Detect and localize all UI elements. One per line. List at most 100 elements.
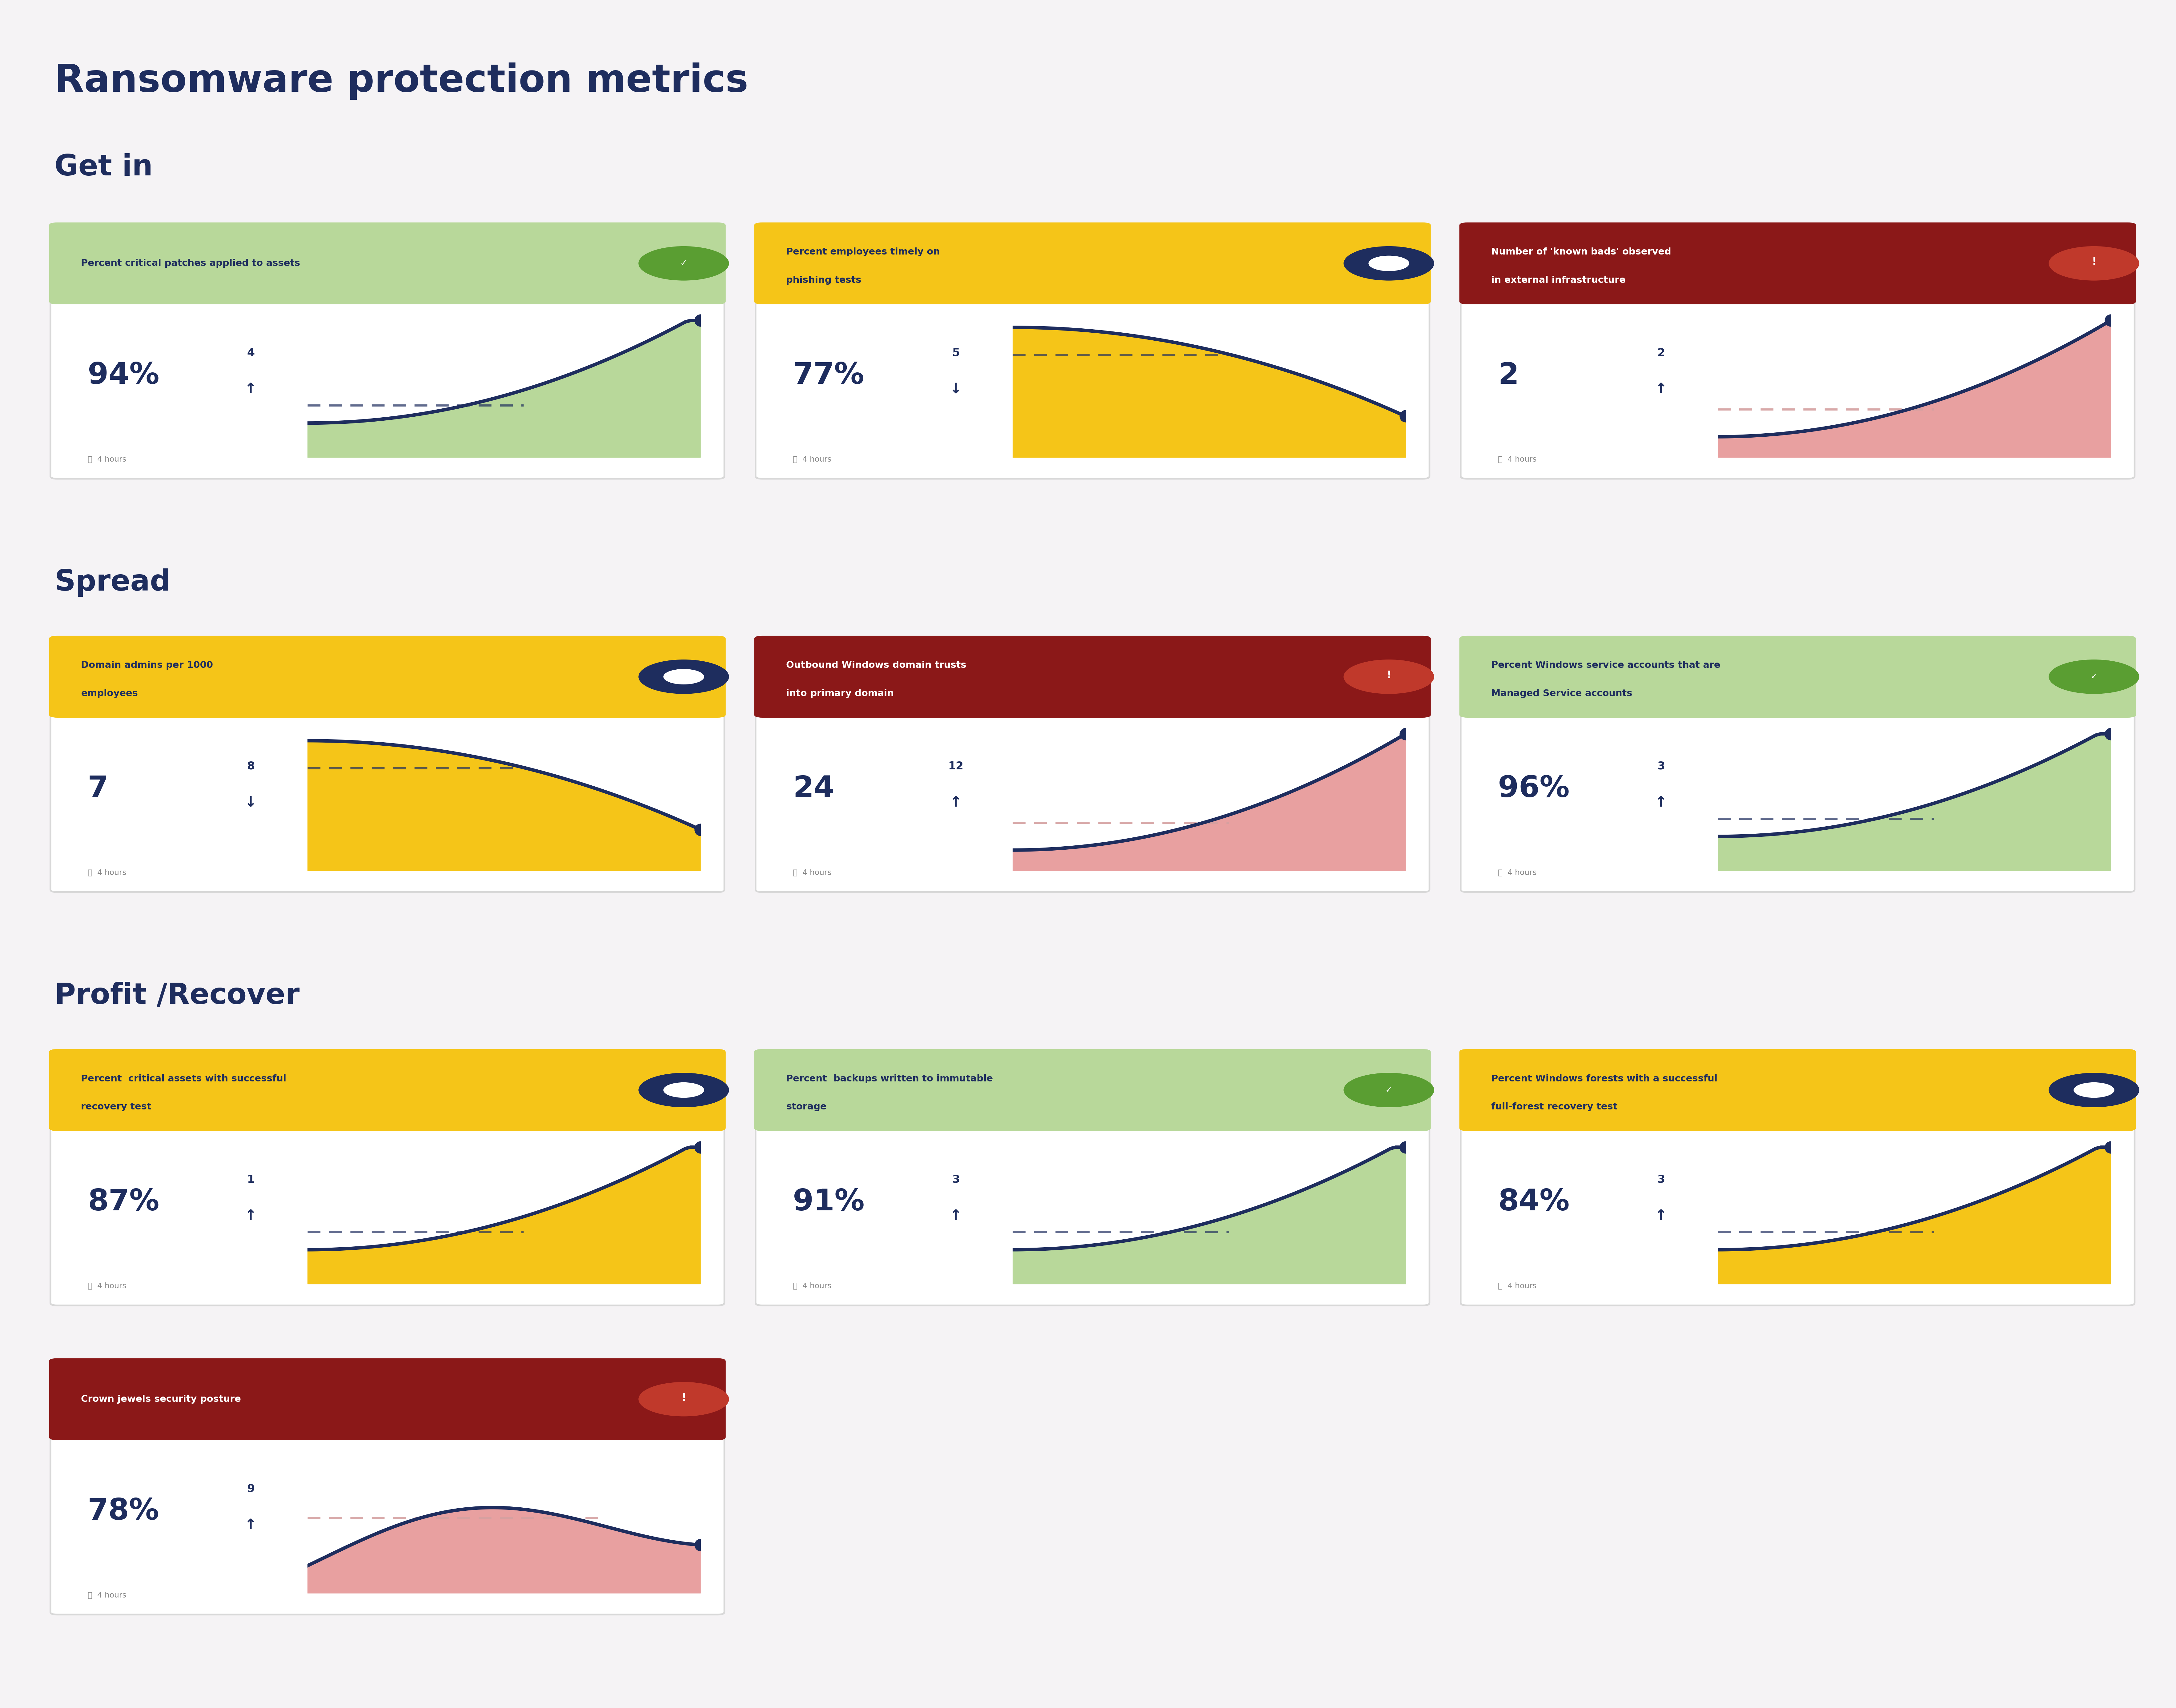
Text: Get in: Get in bbox=[54, 154, 152, 181]
Text: ⏱  4 hours: ⏱ 4 hours bbox=[1497, 456, 1536, 463]
Bar bbox=[762, 1098, 1423, 1127]
Text: Number of 'known bads' observed: Number of 'known bads' observed bbox=[1491, 248, 1671, 256]
Text: Percent critical patches applied to assets: Percent critical patches applied to asse… bbox=[81, 260, 300, 268]
Text: 87%: 87% bbox=[87, 1189, 159, 1216]
Text: ↑: ↑ bbox=[949, 796, 962, 810]
Text: 96%: 96% bbox=[1497, 775, 1569, 803]
Text: !: ! bbox=[1386, 670, 1390, 680]
Text: 24: 24 bbox=[792, 775, 833, 803]
Text: phishing tests: phishing tests bbox=[786, 275, 862, 285]
Bar bbox=[1467, 1098, 2128, 1127]
Text: !: ! bbox=[2091, 256, 2095, 266]
Text: ↓: ↓ bbox=[949, 383, 962, 396]
FancyBboxPatch shape bbox=[755, 635, 1430, 717]
Text: in external infrastructure: in external infrastructure bbox=[1491, 275, 1625, 285]
Text: ↑: ↑ bbox=[244, 1518, 257, 1532]
Text: ↓: ↓ bbox=[244, 796, 257, 810]
Text: ⏱  4 hours: ⏱ 4 hours bbox=[1497, 1283, 1536, 1290]
Text: ⏱  4 hours: ⏱ 4 hours bbox=[87, 1283, 126, 1290]
Text: Crown jewels security posture: Crown jewels security posture bbox=[81, 1395, 242, 1404]
Circle shape bbox=[1343, 659, 1434, 693]
FancyBboxPatch shape bbox=[1460, 635, 2135, 717]
FancyBboxPatch shape bbox=[1460, 1049, 2135, 1131]
Bar bbox=[1467, 272, 2128, 301]
Circle shape bbox=[638, 659, 729, 693]
Text: 9: 9 bbox=[246, 1484, 255, 1494]
FancyBboxPatch shape bbox=[50, 225, 725, 478]
Text: Percent Windows forests with a successful: Percent Windows forests with a successfu… bbox=[1491, 1074, 1717, 1083]
Text: 12: 12 bbox=[949, 762, 964, 772]
Text: ↑: ↑ bbox=[1654, 796, 1667, 810]
Text: 1: 1 bbox=[246, 1175, 255, 1185]
Bar bbox=[57, 272, 718, 301]
FancyBboxPatch shape bbox=[50, 1358, 725, 1440]
Text: ✓: ✓ bbox=[1386, 1086, 1393, 1095]
Text: ↑: ↑ bbox=[1654, 1209, 1667, 1223]
Bar bbox=[1467, 685, 2128, 714]
Text: ✓: ✓ bbox=[2091, 673, 2098, 681]
FancyBboxPatch shape bbox=[755, 1049, 1430, 1131]
Text: Percent Windows service accounts that are: Percent Windows service accounts that ar… bbox=[1491, 661, 1721, 670]
Circle shape bbox=[638, 1382, 729, 1416]
FancyBboxPatch shape bbox=[50, 222, 725, 304]
Text: Profit /Recover: Profit /Recover bbox=[54, 982, 300, 1009]
Bar bbox=[57, 1407, 718, 1436]
Circle shape bbox=[638, 246, 729, 280]
Text: Domain admins per 1000: Domain admins per 1000 bbox=[81, 661, 213, 670]
Text: ⏱  4 hours: ⏱ 4 hours bbox=[87, 869, 126, 876]
Text: 7: 7 bbox=[87, 775, 109, 803]
Text: ⏱  4 hours: ⏱ 4 hours bbox=[792, 869, 831, 876]
Circle shape bbox=[2048, 246, 2139, 280]
Text: Ransomware protection metrics: Ransomware protection metrics bbox=[54, 63, 749, 99]
Text: 77%: 77% bbox=[792, 362, 864, 389]
Text: 2: 2 bbox=[1497, 362, 1519, 389]
Circle shape bbox=[1343, 246, 1434, 280]
FancyBboxPatch shape bbox=[755, 225, 1430, 478]
Circle shape bbox=[638, 1073, 729, 1107]
Text: ↑: ↑ bbox=[949, 1209, 962, 1223]
Bar bbox=[762, 272, 1423, 301]
Text: into primary domain: into primary domain bbox=[786, 688, 894, 699]
FancyBboxPatch shape bbox=[50, 1049, 725, 1131]
Text: ⏱  4 hours: ⏱ 4 hours bbox=[792, 456, 831, 463]
Text: 78%: 78% bbox=[87, 1498, 159, 1525]
FancyBboxPatch shape bbox=[755, 639, 1430, 892]
Text: Managed Service accounts: Managed Service accounts bbox=[1491, 688, 1632, 699]
Text: 2: 2 bbox=[1656, 348, 1665, 359]
Bar bbox=[57, 1098, 718, 1127]
FancyBboxPatch shape bbox=[1460, 1052, 2135, 1305]
Text: 4: 4 bbox=[246, 348, 255, 359]
Text: !: ! bbox=[681, 1392, 685, 1402]
Text: ↑: ↑ bbox=[1654, 383, 1667, 396]
Text: ⏱  4 hours: ⏱ 4 hours bbox=[1497, 869, 1536, 876]
Text: 3: 3 bbox=[1656, 1175, 1665, 1185]
Text: 94%: 94% bbox=[87, 362, 159, 389]
Text: Percent  backups written to immutable: Percent backups written to immutable bbox=[786, 1074, 992, 1083]
Text: ↑: ↑ bbox=[244, 1209, 257, 1223]
Text: recovery test: recovery test bbox=[81, 1102, 152, 1112]
Text: ✓: ✓ bbox=[681, 260, 688, 268]
Bar bbox=[57, 685, 718, 714]
FancyBboxPatch shape bbox=[1460, 222, 2135, 304]
Text: storage: storage bbox=[786, 1102, 827, 1112]
FancyBboxPatch shape bbox=[50, 1361, 725, 1614]
Circle shape bbox=[664, 670, 705, 685]
Text: employees: employees bbox=[81, 688, 137, 699]
Circle shape bbox=[2074, 1083, 2115, 1098]
Text: ⏱  4 hours: ⏱ 4 hours bbox=[87, 456, 126, 463]
Bar bbox=[762, 685, 1423, 714]
FancyBboxPatch shape bbox=[1460, 639, 2135, 892]
Circle shape bbox=[2048, 1073, 2139, 1107]
FancyBboxPatch shape bbox=[1460, 225, 2135, 478]
Text: Percent  critical assets with successful: Percent critical assets with successful bbox=[81, 1074, 287, 1083]
Circle shape bbox=[1369, 256, 1410, 272]
Text: Percent employees timely on: Percent employees timely on bbox=[786, 248, 940, 256]
Text: 91%: 91% bbox=[792, 1189, 864, 1216]
Text: 3: 3 bbox=[1656, 762, 1665, 772]
Circle shape bbox=[664, 1083, 705, 1098]
Circle shape bbox=[1343, 1073, 1434, 1107]
FancyBboxPatch shape bbox=[755, 1052, 1430, 1305]
Text: ↑: ↑ bbox=[244, 383, 257, 396]
FancyBboxPatch shape bbox=[50, 635, 725, 717]
Text: 8: 8 bbox=[246, 762, 255, 772]
